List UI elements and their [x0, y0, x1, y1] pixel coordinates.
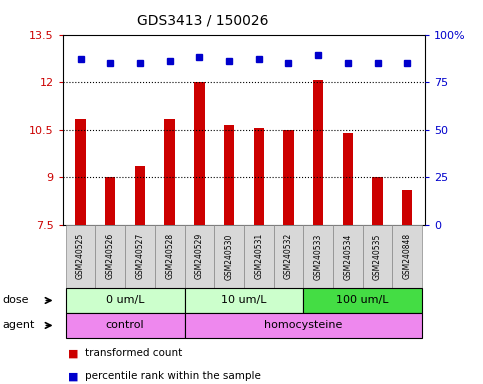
Bar: [402, 190, 412, 225]
Text: GSM240528: GSM240528: [165, 233, 174, 280]
Text: GSM240525: GSM240525: [76, 233, 85, 280]
Text: GSM240530: GSM240530: [225, 233, 234, 280]
Bar: [224, 125, 234, 225]
Bar: [105, 177, 115, 225]
Bar: [135, 166, 145, 225]
Text: 10 um/L: 10 um/L: [221, 295, 267, 306]
Bar: [194, 82, 205, 225]
Bar: [372, 177, 383, 225]
Text: ■: ■: [68, 371, 78, 381]
Bar: [283, 130, 294, 225]
Text: GSM240534: GSM240534: [343, 233, 352, 280]
Text: control: control: [106, 320, 144, 331]
Text: transformed count: transformed count: [85, 348, 182, 358]
Bar: [75, 119, 86, 225]
Bar: [254, 128, 264, 225]
Text: GSM240529: GSM240529: [195, 233, 204, 280]
Text: GSM240532: GSM240532: [284, 233, 293, 280]
Text: agent: agent: [2, 320, 35, 331]
Text: 100 um/L: 100 um/L: [337, 295, 389, 306]
Text: GDS3413 / 150026: GDS3413 / 150026: [137, 13, 269, 27]
Bar: [165, 119, 175, 225]
Text: GSM240848: GSM240848: [403, 233, 412, 280]
Bar: [313, 81, 323, 225]
Text: GSM240533: GSM240533: [313, 233, 323, 280]
Text: homocysteine: homocysteine: [264, 320, 342, 331]
Text: ■: ■: [68, 348, 78, 358]
Text: percentile rank within the sample: percentile rank within the sample: [85, 371, 260, 381]
Bar: [342, 133, 353, 225]
Text: dose: dose: [2, 295, 29, 306]
Text: GSM240531: GSM240531: [254, 233, 263, 280]
Text: 0 um/L: 0 um/L: [106, 295, 144, 306]
Text: GSM240535: GSM240535: [373, 233, 382, 280]
Text: GSM240527: GSM240527: [136, 233, 144, 280]
Text: GSM240526: GSM240526: [106, 233, 115, 280]
